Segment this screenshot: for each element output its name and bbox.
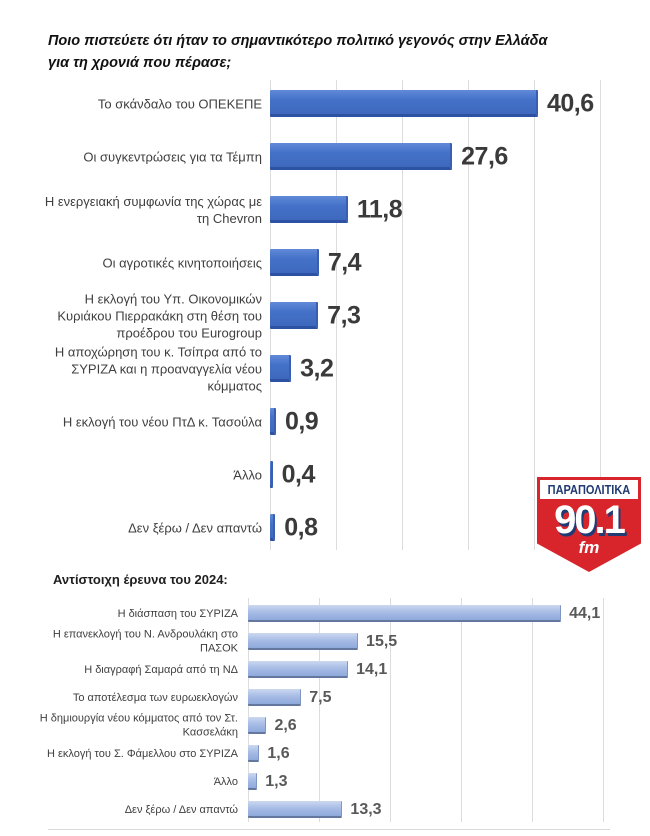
bar [270, 143, 453, 170]
value-label: 44,1 [569, 604, 601, 622]
bar [248, 633, 359, 650]
category-label: Η διαγραφή Σαμαρά από τη ΝΔ [84, 663, 238, 676]
gridline [402, 80, 403, 550]
gridline [390, 598, 391, 822]
bar [248, 605, 562, 622]
category-label: Άλλο [233, 466, 262, 482]
gridline [532, 598, 533, 822]
logo-station-band: ΠΑΡΑΠΟΛΙΤΙΚΑ [540, 480, 638, 499]
gridline [336, 80, 337, 550]
value-label: 13,3 [350, 800, 382, 818]
value-label: 7,4 [327, 248, 362, 276]
value-label: 15,5 [366, 632, 398, 650]
category-label: Άλλο [213, 775, 238, 788]
value-label: 0,8 [284, 513, 318, 541]
category-label: Η επανεκλογή του Ν. Ανδρουλάκη στο ΠΑΣΟΚ [52, 628, 238, 655]
category-label: Οι αγροτικές κινητοποιήσεις [102, 254, 263, 270]
value-label: 14,1 [356, 660, 388, 678]
value-label: 27,6 [461, 142, 508, 170]
bar [270, 408, 276, 435]
value-label: 1,3 [265, 772, 288, 790]
bar [248, 717, 267, 734]
category-label: Η εκλογή του νέου ΠτΔ κ. Τασούλα [62, 413, 262, 429]
value-label: 7,3 [327, 301, 361, 329]
category-label: Η δημιουργία νέου κόμματος από τον Στ. Κ… [39, 712, 238, 739]
bar [270, 461, 273, 488]
value-label: 0,4 [281, 460, 316, 488]
bar [270, 90, 538, 117]
category-label: Δεν ξέρω / Δεν απαντώ [128, 519, 262, 535]
category-label: Το αποτέλεσμα των ευρωεκλογών [72, 691, 238, 704]
value-label: 7,5 [309, 688, 332, 706]
bar [270, 514, 276, 541]
logo-frequency: 90.1 [554, 498, 626, 542]
category-label: Η εκλογή του Υπ. Οικονομικών Κυριάκου Πι… [57, 290, 262, 341]
bar [248, 773, 258, 790]
category-label: Η διάσπαση του ΣΥΡΙΖΑ [117, 607, 238, 620]
gridline [600, 80, 601, 550]
gridline [461, 598, 462, 822]
bar [270, 249, 319, 276]
logo-fm-label: fm [578, 538, 600, 557]
gridline [534, 80, 535, 550]
survey-chart-2024: Η διάσπαση του ΣΥΡΙΖΑ 44,1 Η επανεκλογή το… [0, 598, 650, 836]
gridline [603, 598, 604, 822]
survey-chart-2025: Το σκάνδαλο του ΟΠΕΚΕΠΕ 40,6 Οι συγκεντρώσ… [0, 80, 650, 570]
bar [248, 689, 302, 706]
bar [270, 302, 319, 329]
bar [270, 196, 348, 223]
category-label: Η εκλογή του Σ. Φάμελλου στο ΣΥΡΙΖΑ [47, 747, 238, 760]
bar [270, 355, 292, 382]
logo-station-name: ΠΑΡΑΠΟΛΙΤΙΚΑ [547, 482, 631, 497]
category-label: Η αποχώρηση του κ. Τσίπρα από το ΣΥΡΙΖΑ … [54, 343, 262, 394]
bar [248, 661, 349, 678]
category-label: Η ενεργειακή συμφωνία της χώρας με τη Ch… [44, 193, 262, 226]
bar [248, 801, 343, 818]
value-label: 0,9 [284, 407, 319, 435]
gridline [468, 80, 469, 550]
gridline [248, 598, 249, 822]
gridline [319, 598, 320, 822]
category-label: Οι συγκεντρώσεις για τα Τέμπη [83, 148, 262, 164]
value-label: 1,6 [267, 744, 290, 762]
category-label: Το σκάνδαλο του ΟΠΕΚΕΠΕ [97, 95, 262, 111]
category-label: Δεν ξέρω / Δεν απαντώ [124, 803, 238, 816]
value-label: 11,8 [356, 195, 403, 223]
value-label: 40,6 [546, 89, 594, 117]
bar [248, 745, 260, 762]
previous-survey-title: Αντίστοιχη έρευνα του 2024: [53, 572, 228, 587]
value-label: 3,2 [300, 354, 334, 382]
value-label: 2,6 [274, 716, 297, 734]
parapolitika-fm-logo: ΠΑΡΑΠΟΛΙΤΙΚΑ 90.1 fm [537, 477, 641, 572]
x-axis-line [48, 829, 610, 830]
survey-question-title: Ποιο πιστεύετε ότι ήταν το σημαντικότερο… [48, 33, 548, 72]
